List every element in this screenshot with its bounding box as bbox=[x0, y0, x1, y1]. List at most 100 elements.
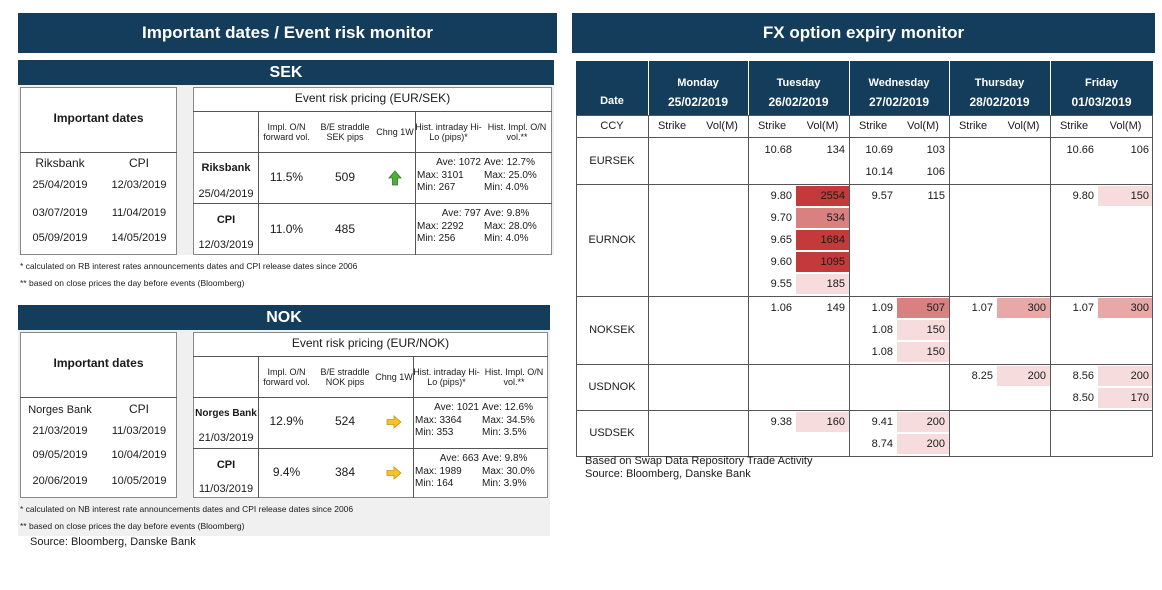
fx-strike-cell: 9.38 bbox=[770, 415, 792, 428]
fx-divider bbox=[576, 115, 1153, 116]
fx-vol-cell: 160 bbox=[796, 412, 849, 432]
fx-day-date: 28/02/2019 bbox=[949, 95, 1050, 111]
nok-ivol-max: Max: 30.0% bbox=[482, 465, 535, 477]
nok-event-date: 21/03/2019 bbox=[198, 431, 254, 444]
fx-strike-cell: 8.50 bbox=[1072, 391, 1094, 404]
nok-hilo-ave: Ave: 663 bbox=[439, 453, 479, 464]
sek-date-cell: 12/03/2019 bbox=[111, 178, 167, 191]
fx-ccy-cell: EURNOK bbox=[588, 233, 636, 246]
sek-date-cell: 14/05/2019 bbox=[111, 231, 167, 244]
fx-strike-cell: 1.07 bbox=[971, 301, 993, 314]
fx-note: Based on Swap Data Repository Trade Acti… bbox=[585, 455, 813, 467]
sek-event-name: Riksbank bbox=[201, 161, 251, 174]
fx-vol-cell: 200 bbox=[897, 412, 949, 432]
sek-event-be: 485 bbox=[334, 222, 356, 237]
nok-ivol-ave: Ave: 12.6% bbox=[482, 402, 533, 413]
right-arrow-icon bbox=[375, 412, 413, 432]
sek-event-vol: 11.5% bbox=[269, 170, 304, 185]
fx-date-label: Date bbox=[576, 91, 648, 111]
fx-vol-label: Vol(M) bbox=[706, 120, 738, 133]
nok-event-be: 384 bbox=[334, 465, 356, 480]
sek-hilo-max: Max: 2292 bbox=[417, 220, 464, 232]
nok-hilo-max: Max: 1989 bbox=[415, 465, 462, 477]
fx-body: EURSEK 10.68 134 10.69 103 10.14 106 10.66 106 EU… bbox=[576, 61, 1153, 457]
sek-date-cell: 05/09/2019 bbox=[32, 231, 88, 244]
nok-date-cell: 20/06/2019 bbox=[32, 474, 88, 487]
fx-strike-cell: 9.80 bbox=[1072, 189, 1094, 202]
nok-footnote: ** based on close prices the day before … bbox=[20, 521, 245, 531]
nok-hilo-max: Max: 3364 bbox=[415, 414, 462, 426]
fx-ccy-label: CCY bbox=[600, 120, 624, 133]
sek-hilo-ave: Ave: 797 bbox=[441, 208, 481, 219]
nok-date-cell: 09/05/2019 bbox=[32, 448, 88, 461]
fx-strike-cell: 9.41 bbox=[871, 415, 893, 428]
fx-vol-cell: 300 bbox=[1098, 298, 1153, 318]
fx-strike-label: Strike bbox=[657, 120, 687, 133]
fx-day-name: Tuesday bbox=[748, 75, 849, 91]
fx-vol-cell: 200 bbox=[1098, 366, 1153, 386]
fx-strike-cell: 1.06 bbox=[770, 301, 792, 314]
fx-strike-label: Strike bbox=[858, 120, 888, 133]
nok-hilo-ave: Ave: 1021 bbox=[434, 402, 479, 413]
fx-ccy-cell: USDNOK bbox=[588, 380, 636, 393]
fx-expiry-table: Date Monday 25/02/2019 Tuesday 26/02/201… bbox=[576, 61, 1153, 457]
fx-day-date: 25/02/2019 bbox=[648, 95, 748, 111]
fx-day-date: 27/02/2019 bbox=[849, 95, 949, 111]
fx-vol-cell: 149 bbox=[826, 301, 845, 314]
sek-panel: SEK Important dates Riksbank CPI 25/04/2… bbox=[18, 60, 554, 294]
nok-footnote: * calculated on NB interest rate announc… bbox=[20, 504, 354, 514]
fx-vol-cell: 507 bbox=[897, 298, 949, 318]
fx-divider bbox=[1152, 115, 1153, 457]
fx-vol-label: Vol(M) bbox=[1109, 120, 1142, 133]
nok-event-name: Norges Bank bbox=[195, 408, 257, 420]
fx-strike-label: Strike bbox=[1059, 120, 1089, 133]
fx-vol-cell: 134 bbox=[826, 143, 845, 156]
sek-event-risk-title: Event risk pricing (EUR/SEK) bbox=[294, 91, 451, 106]
right-arrow-icon bbox=[375, 463, 413, 483]
fx-divider bbox=[576, 456, 1153, 457]
sek-date-cell: 03/07/2019 bbox=[32, 206, 88, 219]
fx-vol-cell: 200 bbox=[897, 434, 949, 454]
fx-strike-cell: 9.80 bbox=[770, 189, 792, 202]
fx-ccy-cell: NOKSEK bbox=[589, 323, 635, 336]
sek-ivol-max: Max: 28.0% bbox=[484, 220, 537, 232]
fx-strike-cell: 1.08 bbox=[871, 345, 893, 358]
fx-vol-cell: 106 bbox=[1130, 143, 1149, 156]
fx-vol-cell: 300 bbox=[997, 298, 1050, 318]
fx-ccy-cell: USDSEK bbox=[589, 426, 635, 439]
fx-vol-label: Vol(M) bbox=[1007, 120, 1040, 133]
fx-strike-cell: 10.14 bbox=[865, 165, 893, 178]
nok-hilo-min: Min: 164 bbox=[415, 478, 454, 489]
sek-ivol-min: Min: 4.0% bbox=[484, 233, 529, 244]
sek-ivol-ave: Ave: 12.7% bbox=[484, 157, 535, 168]
fx-strike-cell: 9.60 bbox=[770, 255, 792, 268]
fx-vol-cell: 103 bbox=[926, 143, 945, 156]
fx-vol-cell: 1095 bbox=[796, 252, 849, 272]
nok-important-dates-label: Important dates bbox=[53, 356, 144, 371]
fx-ccy-cell: EURSEK bbox=[589, 154, 635, 167]
fx-strike-cell: 1.09 bbox=[871, 301, 893, 314]
nok-event-vol: 12.9% bbox=[269, 414, 304, 429]
fx-vol-cell: 1684 bbox=[796, 230, 849, 250]
fx-divider bbox=[576, 184, 1153, 185]
event-risk-title: Important dates / Event risk monitor bbox=[18, 13, 557, 53]
sek-hilo-max: Max: 3101 bbox=[417, 169, 464, 181]
fx-vol-cell: 534 bbox=[796, 208, 849, 228]
nok-col-chng: Chng 1W bbox=[375, 371, 413, 382]
fx-vol-label: Vol(M) bbox=[907, 120, 939, 133]
fx-strike-cell: 10.68 bbox=[764, 143, 792, 156]
fx-vol-cell: 200 bbox=[997, 366, 1050, 386]
fx-vol-cell: 170 bbox=[1098, 388, 1153, 408]
nok-ivol-ave: Ave: 9.8% bbox=[482, 453, 528, 464]
fx-divider bbox=[748, 115, 749, 457]
fx-strike-cell: 8.56 bbox=[1072, 369, 1094, 382]
fx-vol-label: Vol(M) bbox=[806, 120, 839, 133]
nok-ivol-max: Max: 34.5% bbox=[482, 414, 535, 426]
nok-ivol-min: Min: 3.5% bbox=[482, 427, 527, 438]
nok-event-name: CPI bbox=[216, 458, 236, 471]
fx-day-name: Friday bbox=[1050, 75, 1153, 91]
fx-strike-cell: 9.70 bbox=[770, 211, 792, 224]
nok-date-cell: 10/05/2019 bbox=[111, 474, 167, 487]
nok-col-hilo: Hist. intraday Hi-Lo (pips)* bbox=[413, 366, 480, 387]
fx-strike-label: Strike bbox=[958, 120, 988, 133]
